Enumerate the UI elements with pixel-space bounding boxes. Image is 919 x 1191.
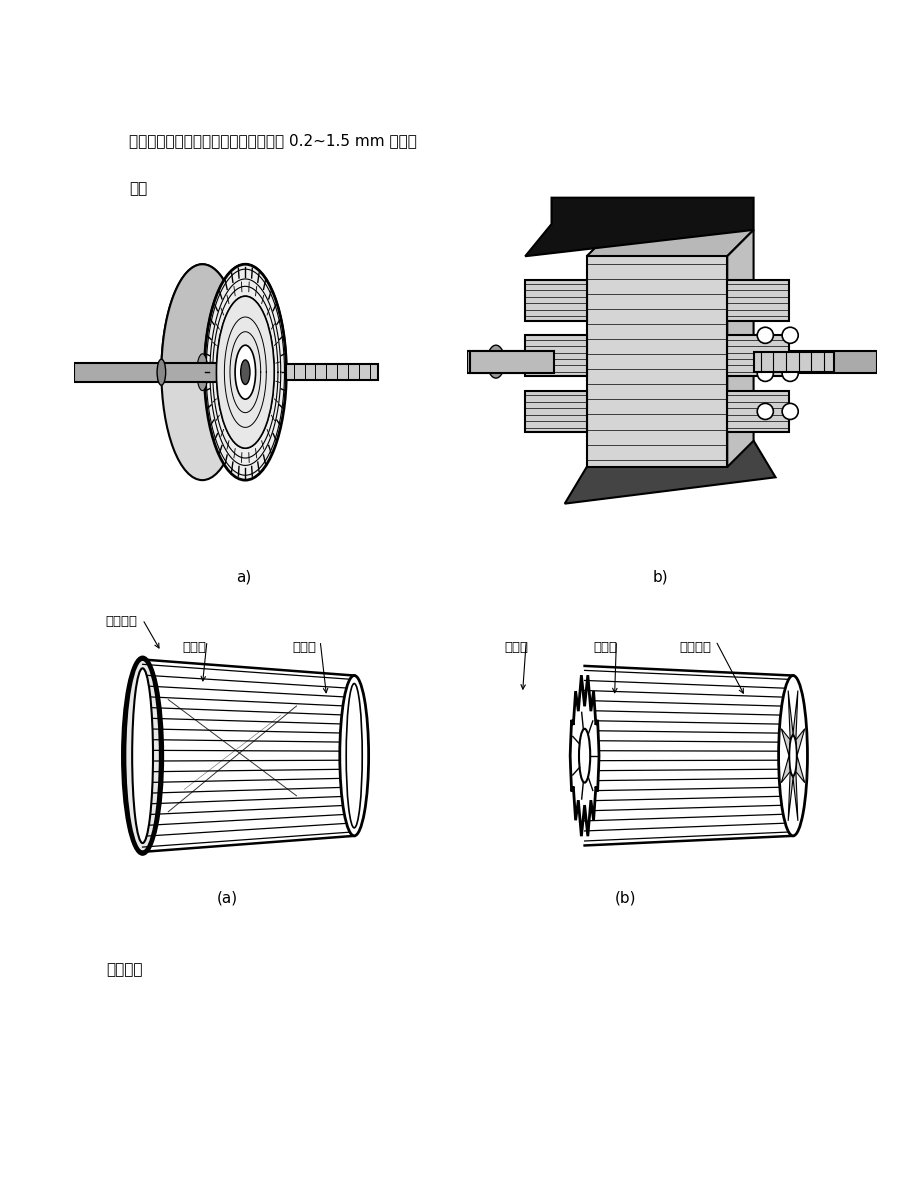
FancyBboxPatch shape — [586, 256, 726, 467]
Polygon shape — [792, 691, 797, 740]
FancyBboxPatch shape — [286, 364, 378, 380]
FancyBboxPatch shape — [753, 351, 834, 372]
FancyBboxPatch shape — [74, 363, 247, 381]
Text: 绕线转子: 绕线转子 — [106, 962, 142, 978]
Polygon shape — [726, 230, 753, 467]
Ellipse shape — [781, 404, 798, 419]
Ellipse shape — [204, 264, 286, 480]
Polygon shape — [525, 198, 753, 256]
Polygon shape — [780, 729, 789, 755]
Text: (a): (a) — [217, 891, 237, 906]
Ellipse shape — [777, 675, 807, 836]
Ellipse shape — [756, 366, 773, 381]
Ellipse shape — [578, 729, 590, 782]
FancyBboxPatch shape — [726, 280, 788, 320]
Polygon shape — [564, 441, 775, 504]
Text: 气隙：中、小容量的电动机气隙一般在 0.2~1.5 mm 范围。: 气隙：中、小容量的电动机气隙一般在 0.2~1.5 mm 范围。 — [129, 133, 416, 149]
Ellipse shape — [197, 354, 208, 391]
Ellipse shape — [339, 675, 369, 836]
Polygon shape — [570, 675, 598, 836]
Polygon shape — [795, 755, 804, 782]
Ellipse shape — [125, 660, 160, 852]
Text: 鼠笼转子: 鼠笼转子 — [106, 615, 138, 628]
Ellipse shape — [781, 366, 798, 381]
FancyBboxPatch shape — [466, 350, 876, 373]
Text: 风扇叶片: 风扇叶片 — [678, 641, 710, 654]
Text: a): a) — [236, 569, 251, 585]
Ellipse shape — [346, 684, 362, 828]
Text: 转子: 转子 — [129, 181, 147, 197]
Ellipse shape — [487, 345, 505, 378]
FancyBboxPatch shape — [525, 336, 586, 376]
Polygon shape — [161, 264, 286, 372]
FancyBboxPatch shape — [469, 350, 554, 373]
Ellipse shape — [781, 328, 798, 343]
Ellipse shape — [157, 360, 165, 385]
Polygon shape — [795, 729, 804, 755]
FancyBboxPatch shape — [726, 336, 788, 376]
Ellipse shape — [161, 264, 244, 480]
Text: 铝导条: 铝导条 — [593, 641, 617, 654]
Polygon shape — [792, 772, 797, 821]
Polygon shape — [780, 755, 789, 782]
Ellipse shape — [789, 736, 796, 775]
Polygon shape — [788, 691, 792, 740]
Ellipse shape — [235, 345, 255, 399]
Text: (b): (b) — [614, 891, 636, 906]
FancyBboxPatch shape — [726, 391, 788, 432]
Text: 铜导条: 铜导条 — [182, 641, 206, 654]
Text: 铝端环: 铝端环 — [504, 641, 528, 654]
FancyBboxPatch shape — [525, 391, 586, 432]
Text: 铜端环: 铜端环 — [292, 641, 316, 654]
Polygon shape — [788, 772, 792, 821]
Ellipse shape — [241, 360, 250, 385]
Text: b): b) — [652, 569, 667, 585]
FancyBboxPatch shape — [525, 280, 586, 320]
Polygon shape — [586, 230, 753, 256]
Ellipse shape — [216, 297, 274, 448]
Ellipse shape — [132, 668, 153, 843]
Ellipse shape — [756, 404, 773, 419]
Ellipse shape — [756, 328, 773, 343]
